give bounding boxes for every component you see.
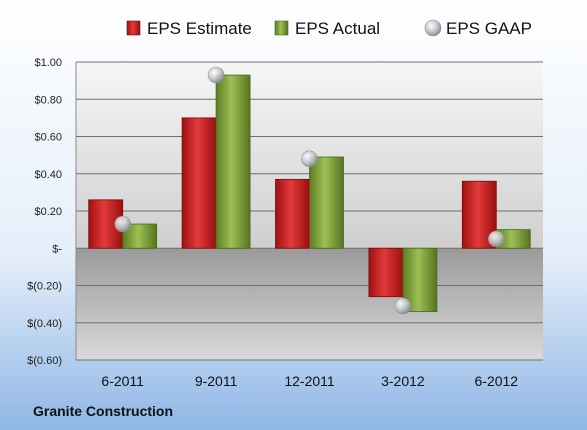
estimate-bar bbox=[461, 180, 497, 249]
x-tick-label: 9-2011 bbox=[195, 373, 238, 389]
legend-label: EPS GAAP bbox=[446, 19, 532, 38]
company-name: Granite Construction bbox=[33, 403, 173, 419]
gaap-marker bbox=[301, 150, 318, 168]
gaap-marker bbox=[487, 230, 505, 248]
actual-bar bbox=[215, 74, 251, 249]
y-tick-label: $(0.60) bbox=[27, 355, 62, 367]
actual-bar bbox=[309, 156, 344, 249]
estimate-bar bbox=[275, 178, 310, 249]
gaap-marker bbox=[394, 297, 412, 315]
y-tick-label: $- bbox=[52, 243, 62, 255]
legend-swatch bbox=[126, 20, 141, 36]
y-tick-label: $0.60 bbox=[34, 132, 62, 144]
x-tick-label: 3-2012 bbox=[381, 373, 425, 389]
y-tick-label: $(0.20) bbox=[27, 281, 62, 293]
estimate-bar bbox=[181, 117, 217, 249]
y-tick-label: $0.20 bbox=[34, 206, 62, 218]
y-tick-label: $0.40 bbox=[34, 169, 62, 181]
x-tick-label: 6-2012 bbox=[475, 373, 519, 389]
legend-label: EPS Actual bbox=[295, 19, 380, 38]
plot-area-negative bbox=[76, 248, 543, 360]
legend-swatch bbox=[274, 20, 289, 36]
x-tick-label: 6-2011 bbox=[101, 373, 144, 389]
y-tick-label: $1.00 bbox=[34, 57, 62, 69]
gaap-marker bbox=[207, 66, 225, 84]
x-tick-label: 12-2011 bbox=[284, 373, 335, 389]
estimate-bar bbox=[368, 247, 404, 298]
y-tick-label: $(0.40) bbox=[27, 318, 62, 330]
gaap-marker bbox=[114, 215, 131, 233]
legend-label: EPS Estimate bbox=[147, 19, 252, 38]
y-tick-label: $0.80 bbox=[34, 94, 62, 106]
legend-gaap-marker bbox=[424, 19, 442, 37]
